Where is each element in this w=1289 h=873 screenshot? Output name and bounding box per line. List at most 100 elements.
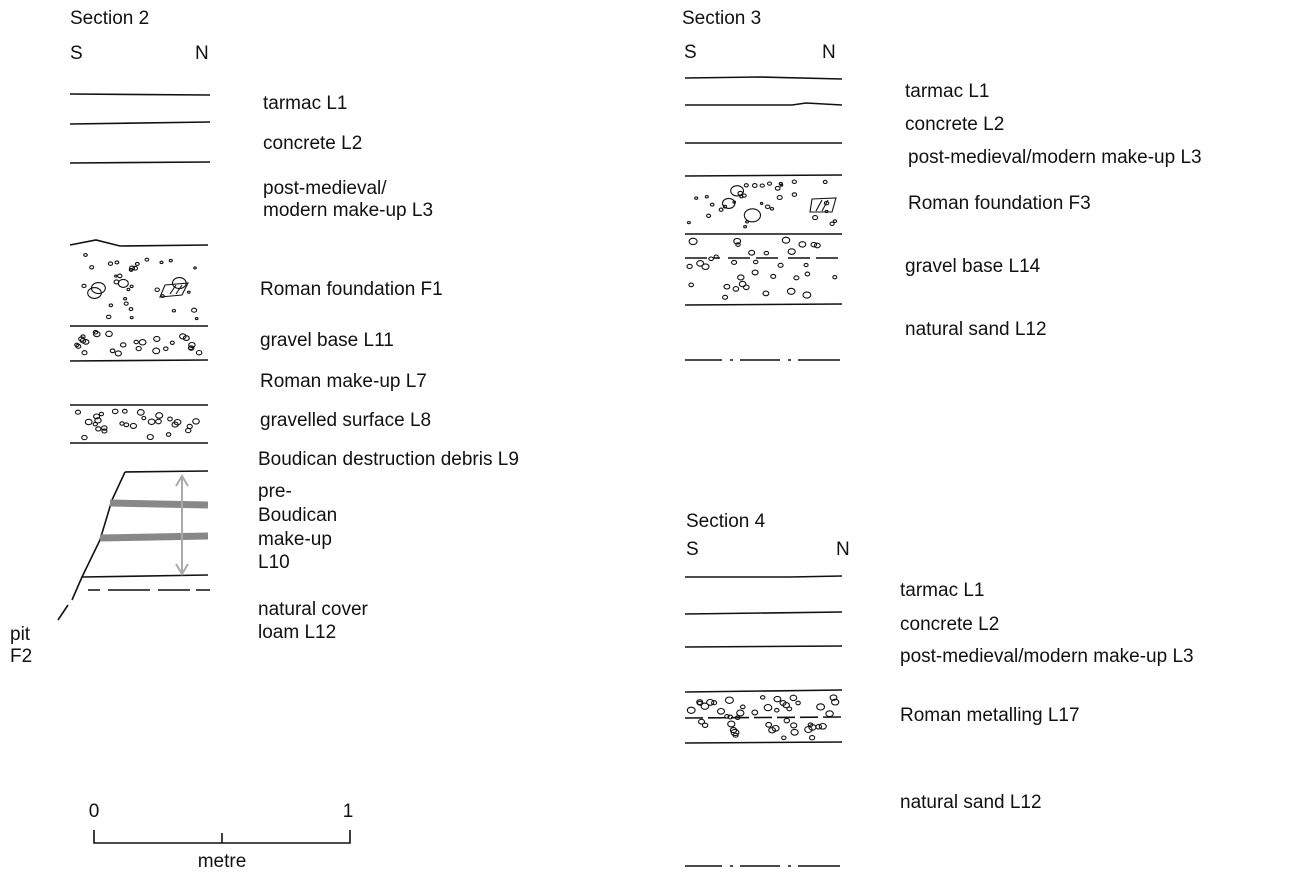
- pebble: [804, 263, 808, 266]
- layer-label: modern make-up L3: [263, 200, 433, 221]
- pebble: [82, 284, 86, 287]
- pebble: [108, 262, 112, 265]
- pebble: [145, 258, 149, 261]
- layer-label: gravel base L14: [905, 256, 1041, 277]
- layer-label: concrete L2: [905, 114, 1004, 135]
- pebble: [689, 283, 694, 287]
- section-drawing: Section 2 S Ntarmac L1 concrete L2 post-medi…: [0, 0, 1289, 873]
- pebble: [168, 417, 173, 421]
- pebble: [764, 705, 772, 711]
- pebble: [754, 260, 758, 263]
- pebble: [760, 202, 762, 204]
- pebble: [194, 267, 197, 269]
- pebble: [154, 336, 160, 341]
- pebble: [121, 343, 126, 347]
- pebble: [813, 216, 818, 220]
- pebble: [124, 423, 129, 427]
- pebble: [790, 695, 797, 700]
- pebble: [129, 308, 133, 311]
- layer-label: concrete L2: [263, 133, 362, 154]
- pebble: [134, 340, 138, 343]
- pebble: [697, 261, 704, 267]
- pebble: [782, 237, 789, 243]
- pebble: [777, 196, 782, 200]
- pebble: [107, 315, 111, 318]
- pebble: [118, 274, 122, 278]
- layer-label: Roman metalling L17: [900, 705, 1080, 726]
- pebble: [765, 205, 769, 208]
- pebble: [90, 266, 94, 269]
- pebble: [135, 262, 139, 265]
- pebble: [106, 331, 113, 336]
- direction-label: N: [836, 539, 850, 560]
- pebble: [833, 276, 837, 279]
- pebble: [803, 292, 811, 298]
- pebble: [195, 318, 198, 320]
- pebble: [156, 419, 162, 424]
- pebble: [744, 209, 760, 222]
- pebble: [710, 203, 714, 206]
- pebble: [782, 736, 786, 740]
- pebble: [130, 317, 133, 319]
- layer-label: tarmac L1: [905, 81, 989, 102]
- pebble: [830, 222, 834, 225]
- pebble: [826, 711, 833, 717]
- pebble: [172, 310, 175, 312]
- pebble: [687, 264, 692, 268]
- scale-bar: [94, 830, 350, 843]
- pebble: [118, 279, 128, 287]
- direction-label: S: [684, 42, 697, 63]
- pebble: [76, 410, 81, 414]
- pebble: [196, 351, 201, 355]
- pebble: [193, 419, 200, 424]
- pebble: [169, 259, 172, 261]
- pebble: [123, 409, 128, 413]
- pebble: [85, 419, 92, 424]
- pebble: [753, 184, 758, 188]
- scale-label: 1: [343, 801, 354, 822]
- direction-label: N: [195, 43, 209, 64]
- pebble: [778, 263, 783, 267]
- pebble: [130, 423, 136, 428]
- pebble: [752, 710, 758, 715]
- pebble: [775, 186, 780, 190]
- layer-label: post-medieval/modern make-up L3: [900, 646, 1194, 667]
- pebble: [766, 722, 772, 727]
- pebble: [687, 707, 695, 713]
- pebble: [186, 429, 191, 433]
- pebble: [127, 288, 130, 290]
- pebble: [115, 351, 121, 356]
- pebble: [155, 288, 159, 291]
- layer-label: natural cover: [258, 599, 369, 620]
- pebble: [192, 308, 197, 312]
- pebble: [99, 412, 103, 415]
- pebble: [82, 351, 87, 355]
- pebble: [752, 270, 758, 275]
- pebble: [130, 285, 133, 287]
- pebble: [161, 295, 164, 298]
- pebble: [718, 709, 725, 715]
- layer-label: Roman foundation F1: [260, 279, 443, 300]
- pebble: [705, 196, 708, 198]
- layer-label: tarmac L1: [263, 93, 347, 114]
- pebble: [156, 413, 163, 419]
- pebble: [788, 249, 795, 255]
- pebble: [760, 184, 764, 187]
- section-4-lines: [685, 576, 842, 866]
- layer-label: pre-: [258, 481, 292, 502]
- pebble: [115, 261, 119, 264]
- pebble: [137, 410, 144, 416]
- pebble: [739, 281, 746, 286]
- layer-label: Boudican: [258, 505, 337, 526]
- pebble: [794, 276, 799, 280]
- layer-label: tarmac L1: [900, 580, 984, 601]
- pebble: [147, 435, 153, 440]
- pebble: [741, 705, 746, 709]
- pebble: [124, 302, 128, 305]
- pebble: [166, 433, 170, 437]
- section-title: Section 2: [70, 8, 149, 29]
- layer-label: make-up: [258, 529, 332, 550]
- pebble: [738, 275, 744, 280]
- pebble: [688, 222, 691, 224]
- pebble: [792, 180, 796, 183]
